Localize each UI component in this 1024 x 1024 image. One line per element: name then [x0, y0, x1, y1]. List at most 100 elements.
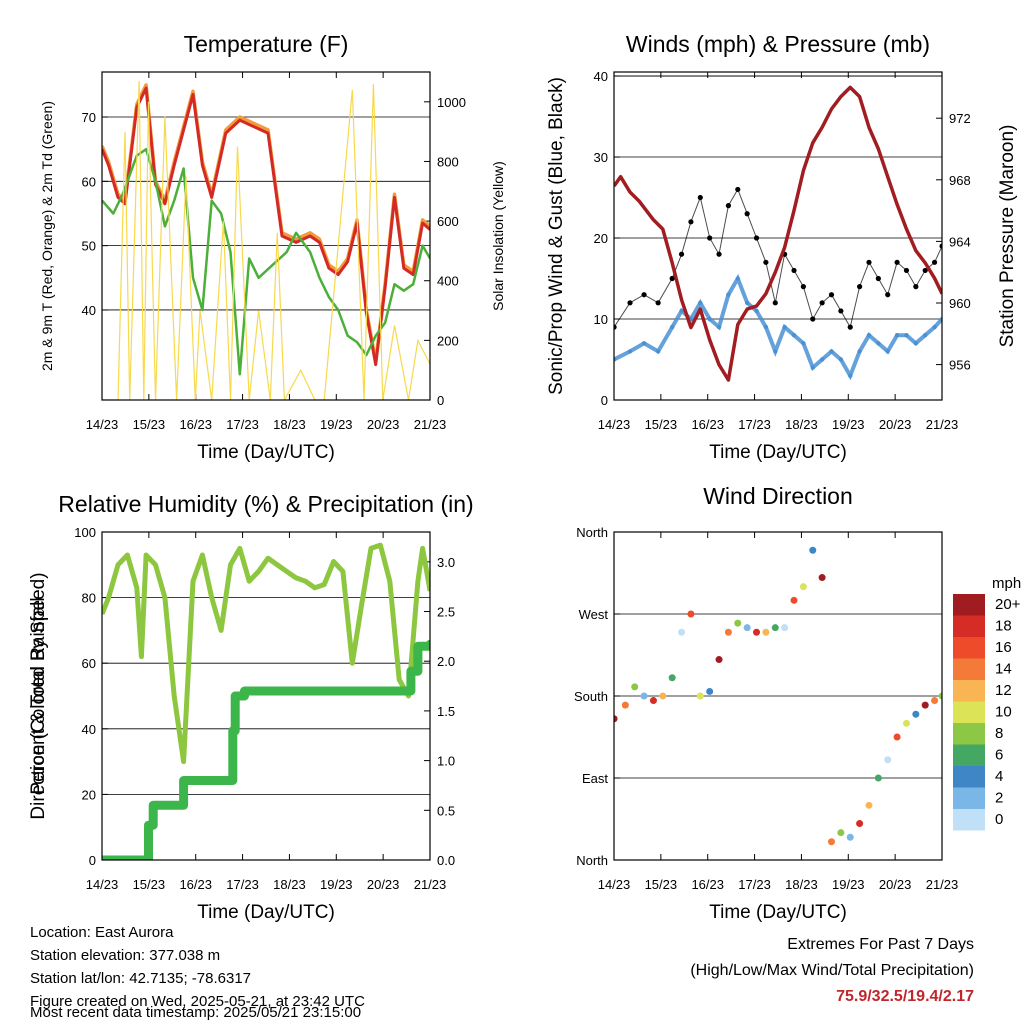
- series-rh: [102, 542, 430, 765]
- x-axis-label: Time (Day/UTC): [197, 902, 335, 923]
- plot-frame: [101, 71, 431, 401]
- x-axis-label: Time (Day/UTC): [197, 442, 335, 463]
- x-tick-label: 20/23: [879, 877, 912, 892]
- speed-legend: mph 20+ 18 16 14 12 10 8 6 4 2 0: [953, 575, 1021, 831]
- series-group: [614, 546, 942, 846]
- y-tick-label: 40: [594, 69, 608, 84]
- y-tick-label: North: [576, 853, 608, 868]
- y-tick-label: 20: [594, 231, 608, 246]
- x-tick-label: 21/23: [926, 877, 959, 892]
- x-tick-label: 20/23: [367, 417, 400, 432]
- footer-latlon: Station lat/lon: 42.7135; -78.6317: [30, 970, 252, 987]
- y-tick-label: 70: [82, 110, 96, 125]
- direction-point: [678, 628, 686, 636]
- legend-swatch: [953, 787, 985, 809]
- x-tick-label: 16/23: [179, 417, 212, 432]
- y-right-tick-label: 964: [949, 234, 971, 249]
- direction-point: [649, 697, 657, 705]
- y-tick-label: 100: [74, 525, 96, 540]
- x-tick-label: 18/23: [273, 417, 306, 432]
- y-right-tick-label: 3.0: [437, 555, 455, 570]
- y-tick-label: 40: [82, 303, 96, 318]
- y-axis-label: Percent & Total Rainfall: [28, 597, 49, 794]
- x-tick-label: 21/23: [414, 877, 447, 892]
- direction-point: [884, 756, 892, 764]
- y-right-tick-label: 200: [437, 333, 459, 348]
- direction-point: [781, 624, 789, 632]
- direction-point: [837, 829, 845, 837]
- series-group: [102, 80, 430, 400]
- y-right-tick-label: 2.0: [437, 654, 455, 669]
- y-right-axis-label: Station Pressure (Maroon): [997, 125, 1018, 348]
- x-tick-label: 19/23: [832, 877, 865, 892]
- panel-1: Temperature (F) 40 50 60 70 0 200 400 600 800 1000…: [39, 31, 506, 463]
- legend-unit: mph: [992, 575, 1021, 592]
- direction-point: [921, 701, 929, 709]
- legend-swatch: [953, 809, 985, 831]
- direction-point: [874, 774, 882, 782]
- y-tick-label: South: [574, 689, 608, 704]
- series-solar: [102, 80, 430, 400]
- panel-title: Relative Humidity (%) & Precipitation (i…: [58, 491, 473, 517]
- plot-frame: [613, 531, 943, 861]
- y-tick-label: 10: [594, 312, 608, 327]
- series-group: [102, 542, 430, 860]
- footer-elevation: Station elevation: 377.038 m: [30, 947, 221, 964]
- footer-created: Figure created on Wed, 2025-05-21, at 23…: [30, 993, 365, 1010]
- legend-label: 10: [995, 704, 1012, 721]
- y-right-tick-label: 1.5: [437, 704, 455, 719]
- y-right-tick-label: 1000: [437, 95, 466, 110]
- x-tick-label: 20/23: [879, 417, 912, 432]
- x-tick-label: 19/23: [320, 417, 353, 432]
- direction-point: [902, 719, 910, 727]
- extremes-title: Extremes For Past 7 Days: [787, 936, 974, 953]
- y-right-tick-label: 972: [949, 111, 971, 126]
- y-axis-label: Direction (Colored By Speed): [28, 572, 49, 819]
- y-right-tick-label: 800: [437, 154, 459, 169]
- direction-point: [818, 574, 826, 582]
- x-tick-label: 18/23: [785, 417, 818, 432]
- y-tick-label: East: [582, 771, 608, 786]
- y-right-axis-label: Solar Insolation (Yellow): [490, 161, 506, 311]
- x-tick-label: 19/23: [832, 417, 865, 432]
- x-tick-label: 15/23: [133, 877, 166, 892]
- x-tick-label: 14/23: [598, 877, 631, 892]
- x-tick-label: 21/23: [414, 417, 447, 432]
- legend-label: 0: [995, 811, 1003, 828]
- legend-swatch: [953, 594, 985, 616]
- direction-point: [734, 619, 742, 627]
- direction-point: [715, 656, 723, 664]
- x-tick-label: 15/23: [133, 417, 166, 432]
- y-right-tick-label: 0.0: [437, 853, 455, 868]
- x-tick-label: 16/23: [691, 877, 724, 892]
- direction-point: [771, 624, 779, 632]
- x-tick-label: 18/23: [785, 877, 818, 892]
- y-right-tick-label: 1.0: [437, 754, 455, 769]
- panel-4: Wind Direction North East South West North 14/…: [28, 483, 1021, 923]
- y-tick-label: 30: [594, 150, 608, 165]
- footer-location: Location: East Aurora: [30, 924, 174, 941]
- x-tick-label: 17/23: [738, 417, 771, 432]
- extremes-values: 75.9/32.5/19.4/2.17: [836, 988, 974, 1005]
- direction-point: [893, 733, 901, 741]
- series-pressure: [614, 85, 942, 382]
- direction-point: [846, 833, 854, 841]
- extremes-legend: (High/Low/Max Wind/Total Precipitation): [690, 962, 974, 979]
- x-tick-label: 16/23: [179, 877, 212, 892]
- direction-point: [687, 610, 695, 618]
- direction-point: [753, 628, 761, 636]
- direction-point: [696, 692, 704, 700]
- legend-swatch: [953, 680, 985, 702]
- legend-swatch: [953, 766, 985, 788]
- direction-point: [865, 801, 873, 809]
- direction-point: [614, 715, 618, 723]
- x-tick-label: 15/23: [645, 877, 678, 892]
- x-tick-label: 20/23: [367, 877, 400, 892]
- direction-point: [724, 628, 732, 636]
- y-axis-label: 2m & 9m T (Red, Orange) & 2m Td (Green): [39, 101, 55, 371]
- x-axis-label: Time (Day/UTC): [709, 902, 847, 923]
- legend-label: 2: [995, 790, 1003, 807]
- legend-label: 4: [995, 768, 1003, 785]
- y-right-tick-label: 956: [949, 358, 971, 373]
